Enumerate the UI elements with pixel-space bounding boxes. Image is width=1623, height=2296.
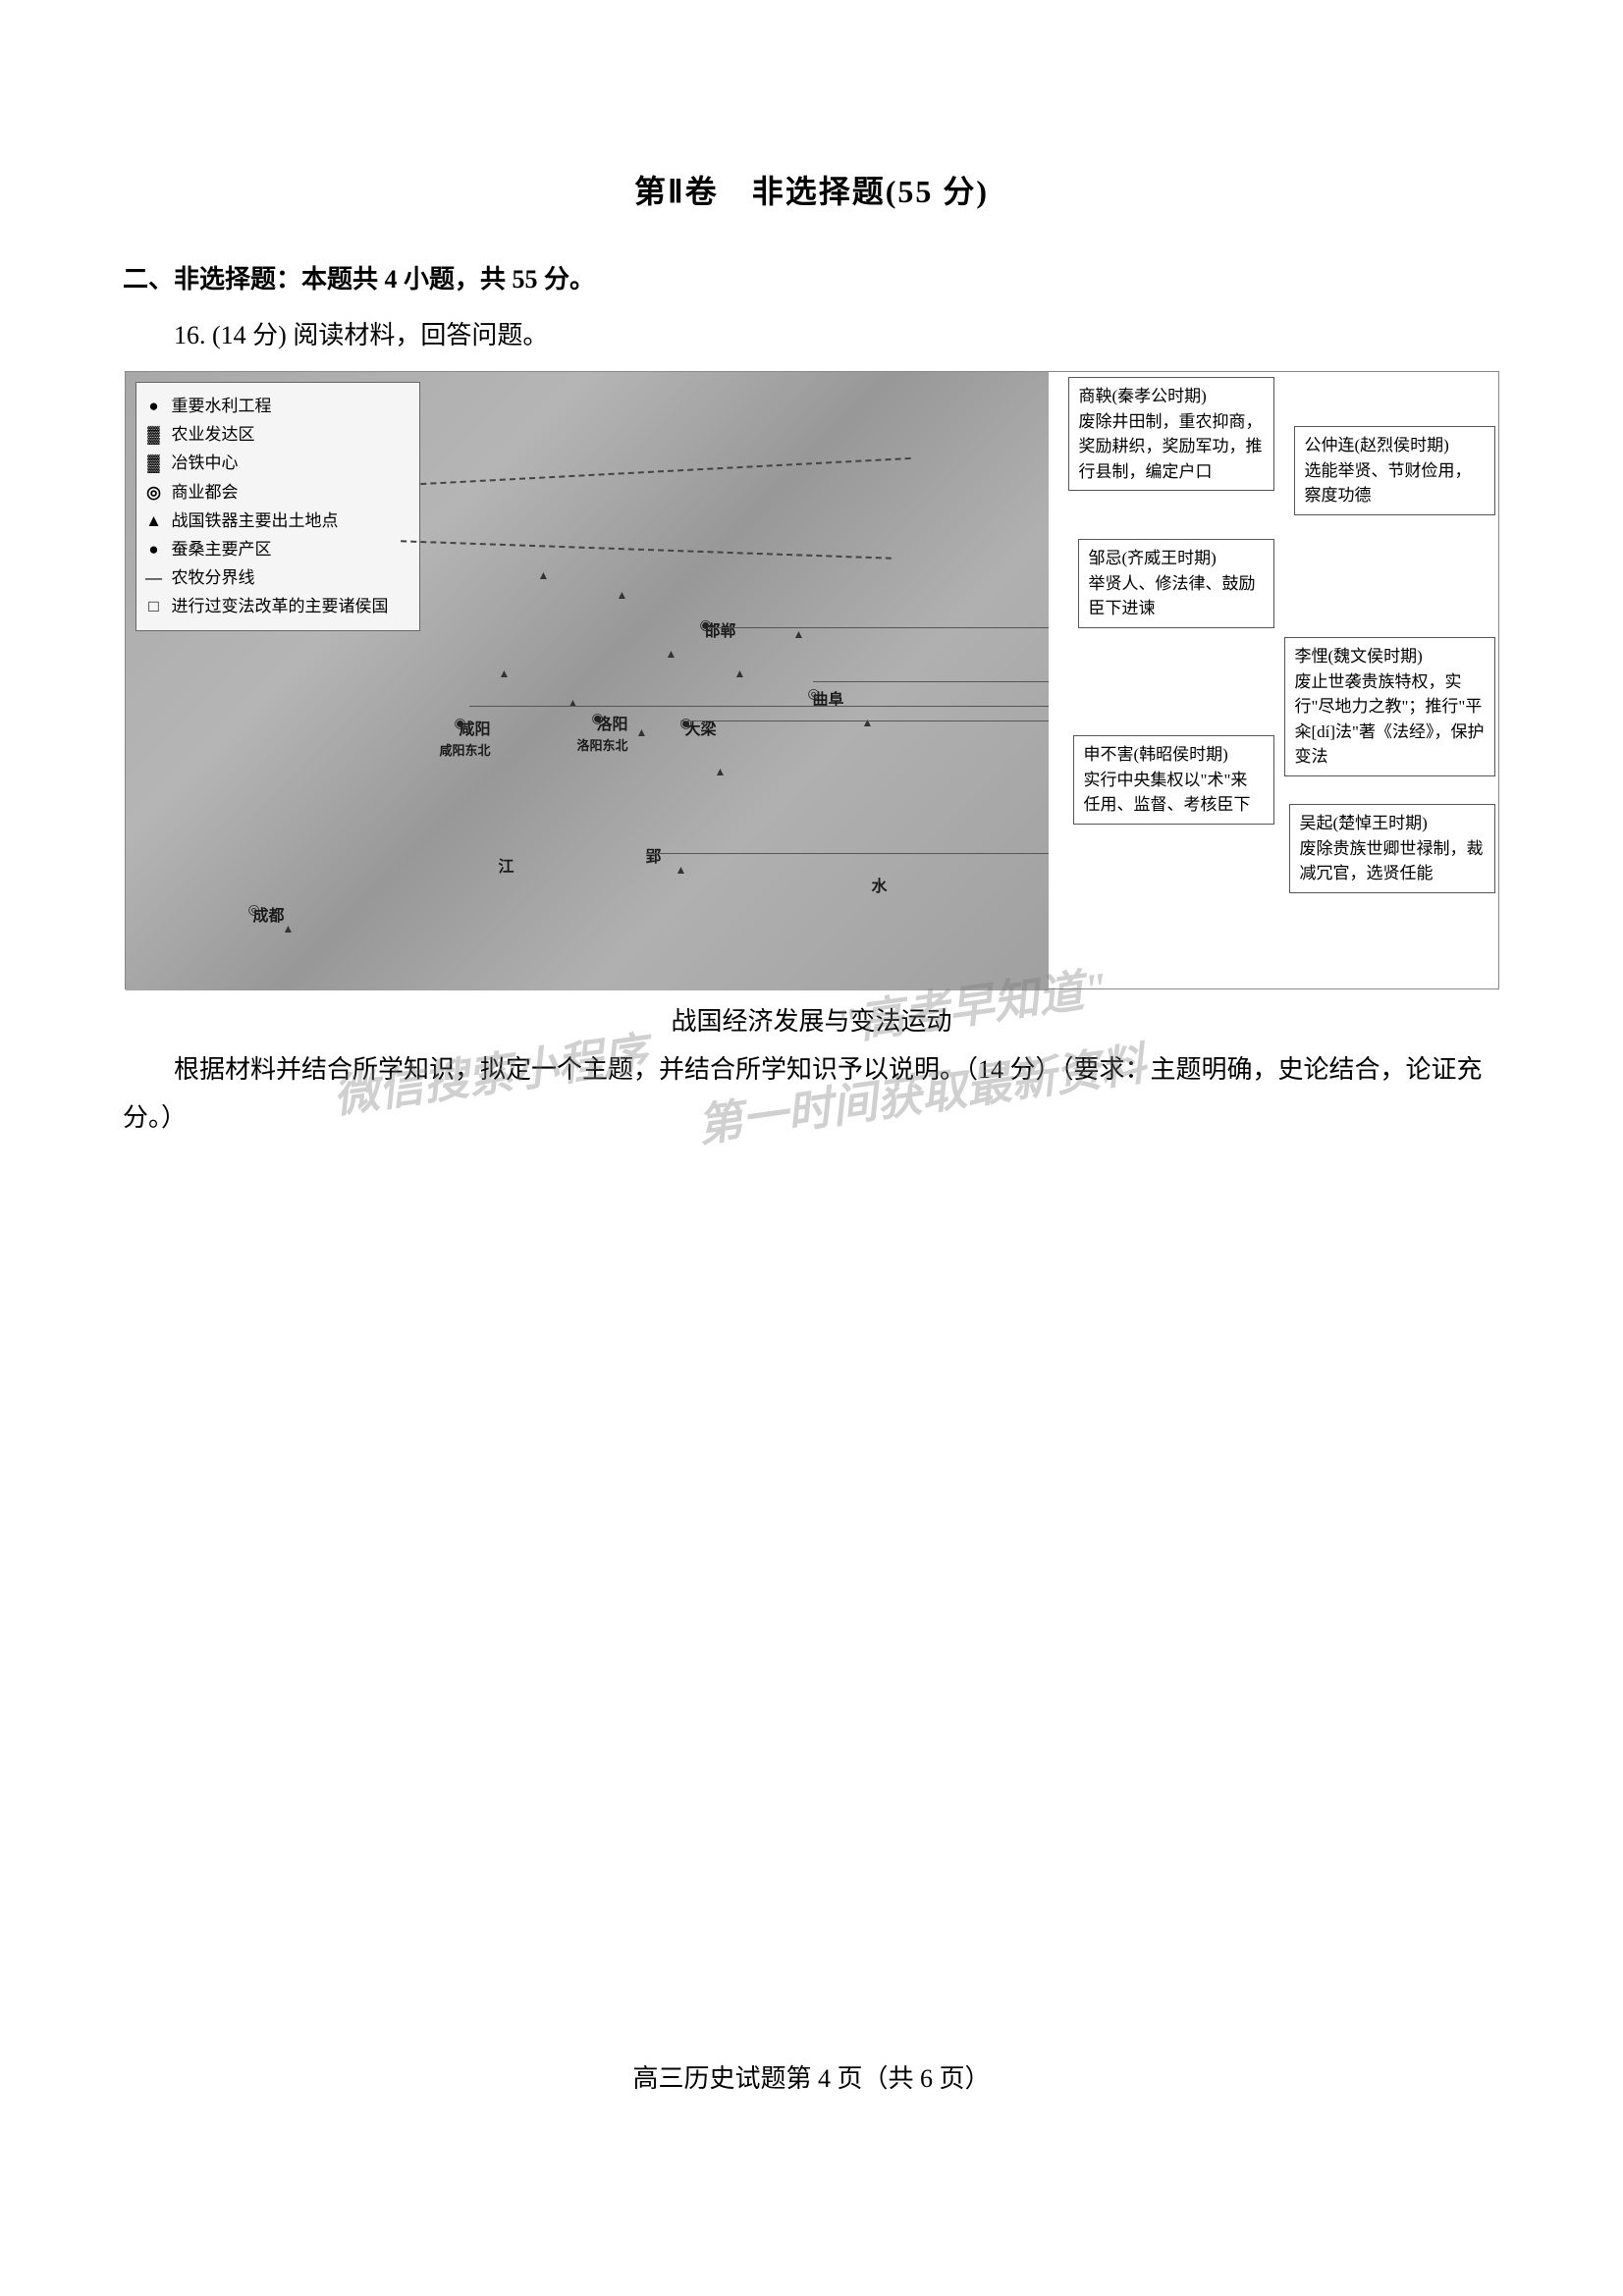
callout-connector [469,706,1049,707]
callout-content: 选能举贤、节财俭用，察度功德 [1305,458,1485,508]
callout-content: 举贤人、修法律、鼓励臣下进谏 [1089,571,1264,621]
triangle-icon: ▲ [283,922,295,936]
map-legend: ● 重要水利工程 ▓ 农业发达区 ▓ 冶铁中心 ◎ 商业都会 ▲ 战国铁器主 [135,382,420,631]
subsection-heading: 二、非选择题：本题共 4 小题，共 55 分。 [123,259,1500,295]
callout-connector [813,681,1049,682]
callout-title: 申不害(韩昭侯时期) [1084,742,1264,768]
marker-icon: ◉ [680,716,692,732]
triangle-icon: ▲ [666,647,677,662]
legend-item: — 农牧分界线 [144,564,411,591]
legend-item: ● 蚕桑主要产区 [144,536,411,562]
callout-content: 废除井田制，重农抑商，奖励耕织，奖励军功，推行县制，编定户口 [1079,409,1264,485]
river-shui: 水 [872,873,888,896]
callout-title: 李悝(魏文侯时期) [1295,644,1485,669]
callout-content: 废止世袭贵族特权，实行"尽地力之教"；推行"平籴[dí]法"著《法经》，保护变法 [1295,669,1485,770]
marker-icon: ◎ [248,902,260,919]
callout-shenbuhai: 申不害(韩昭侯时期) 实行中央集权以"术"来任用、监督、考核臣下 [1073,735,1274,825]
marker-icon: ◉ [592,711,604,727]
triangle-icon: ▲ [862,716,874,730]
callout-title: 商鞅(秦孝公时期) [1079,384,1264,409]
callout-title: 公仲连(赵烈侯时期) [1305,433,1485,458]
legend-item: □ 进行过变法改革的主要诸侯国 [144,593,411,619]
map-figure: ● 重要水利工程 ▓ 农业发达区 ▓ 冶铁中心 ◎ 商业都会 ▲ 战国铁器主 [125,371,1499,989]
question-body: 阅读材料，回答问题。 [293,321,548,349]
triangle-icon: ▲ [715,765,727,779]
triangle-icon: ▲ [636,725,648,740]
legend-label: 冶铁中心 [172,450,239,476]
legend-label: 进行过变法改革的主要诸侯国 [172,593,389,619]
legend-symbol: ▲ [144,507,164,534]
marker-icon: ◉ [700,617,712,634]
legend-label: 重要水利工程 [172,393,272,419]
marker-icon: ◎ [808,686,820,703]
callout-shangyang: 商鞅(秦孝公时期) 废除井田制，重农抑商，奖励耕织，奖励军功，推行县制，编定户口 [1068,377,1274,491]
legend-label: 战国铁器主要出土地点 [172,507,339,534]
city-yang: 郢 [646,843,662,867]
legend-label: 商业都会 [172,479,239,506]
legend-symbol: ● [144,393,164,419]
legend-symbol: ▓ [144,450,164,476]
map-caption: 战国经济发展与变法运动 [123,1001,1500,1038]
triangle-icon: ▲ [793,627,805,642]
legend-symbol: — [144,564,164,591]
callout-title: 邹忌(齐威王时期) [1089,546,1264,571]
question-text: 16. (14 分) 阅读材料，回答问题。 [174,315,1500,351]
legend-label: 农牧分界线 [172,564,255,591]
triangle-icon: ▲ [676,863,687,878]
legend-symbol: □ [144,593,164,619]
marker-icon: ◉ [455,716,466,732]
legend-item: ▓ 冶铁中心 [144,450,411,476]
legend-item: ◎ 商业都会 [144,479,411,506]
map-area: ● 重要水利工程 ▓ 农业发达区 ▓ 冶铁中心 ◎ 商业都会 ▲ 战国铁器主 [126,372,1049,990]
terrain-line [420,457,910,485]
callout-gongzhonglian: 公仲连(赵烈侯时期) 选能举贤、节财俭用，察度功德 [1294,426,1495,515]
callout-title: 吴起(楚悼王时期) [1300,811,1485,836]
callout-connector [710,627,1049,628]
legend-symbol: ▓ [144,421,164,448]
legend-item: ● 重要水利工程 [144,393,411,419]
triangle-icon: ▲ [734,667,746,681]
terrain-line [401,540,892,559]
callout-likui: 李悝(魏文侯时期) 废止世袭贵族特权，实行"尽地力之教"；推行"平籴[dí]法"… [1284,637,1495,776]
question-number: 16. [174,321,206,349]
legend-label: 蚕桑主要产区 [172,536,272,562]
triangle-icon: ▲ [499,667,511,681]
callout-content: 废除贵族世卿世禄制，裁减冗官，选贤任能 [1300,836,1485,886]
callout-zouji: 邹忌(齐威王时期) 举贤人、修法律、鼓励臣下进谏 [1078,539,1274,628]
legend-item: ▓ 农业发达区 [144,421,411,448]
triangle-icon: ▲ [617,588,628,603]
legend-symbol: ◎ [144,479,164,506]
section-title: 第Ⅱ卷 非选择题(55 分) [123,167,1500,212]
callout-content: 实行中央集权以"术"来任用、监督、考核臣下 [1084,768,1264,818]
callout-connector [646,853,1049,854]
callout-wuqi: 吴起(楚悼王时期) 废除贵族世卿世禄制，裁减冗官，选贤任能 [1289,804,1495,893]
river-jiang: 江 [499,853,514,877]
question-points: (14 分) [212,321,287,349]
triangle-icon: ▲ [538,568,550,583]
triangle-icon: ▲ [568,696,579,711]
legend-label: 农业发达区 [172,421,255,448]
legend-symbol: ● [144,536,164,562]
page-footer: 高三历史试题第 4 页（共 6 页） [0,2058,1623,2095]
city-xianyang-dong: 咸阳东北 [440,740,491,759]
instruction-text: 根据材料并结合所学知识，拟定一个主题，并结合所学知识予以说明。（14 分）（要求… [123,1045,1500,1143]
legend-item: ▲ 战国铁器主要出土地点 [144,507,411,534]
city-luoyang-dong: 洛阳东北 [577,735,628,754]
